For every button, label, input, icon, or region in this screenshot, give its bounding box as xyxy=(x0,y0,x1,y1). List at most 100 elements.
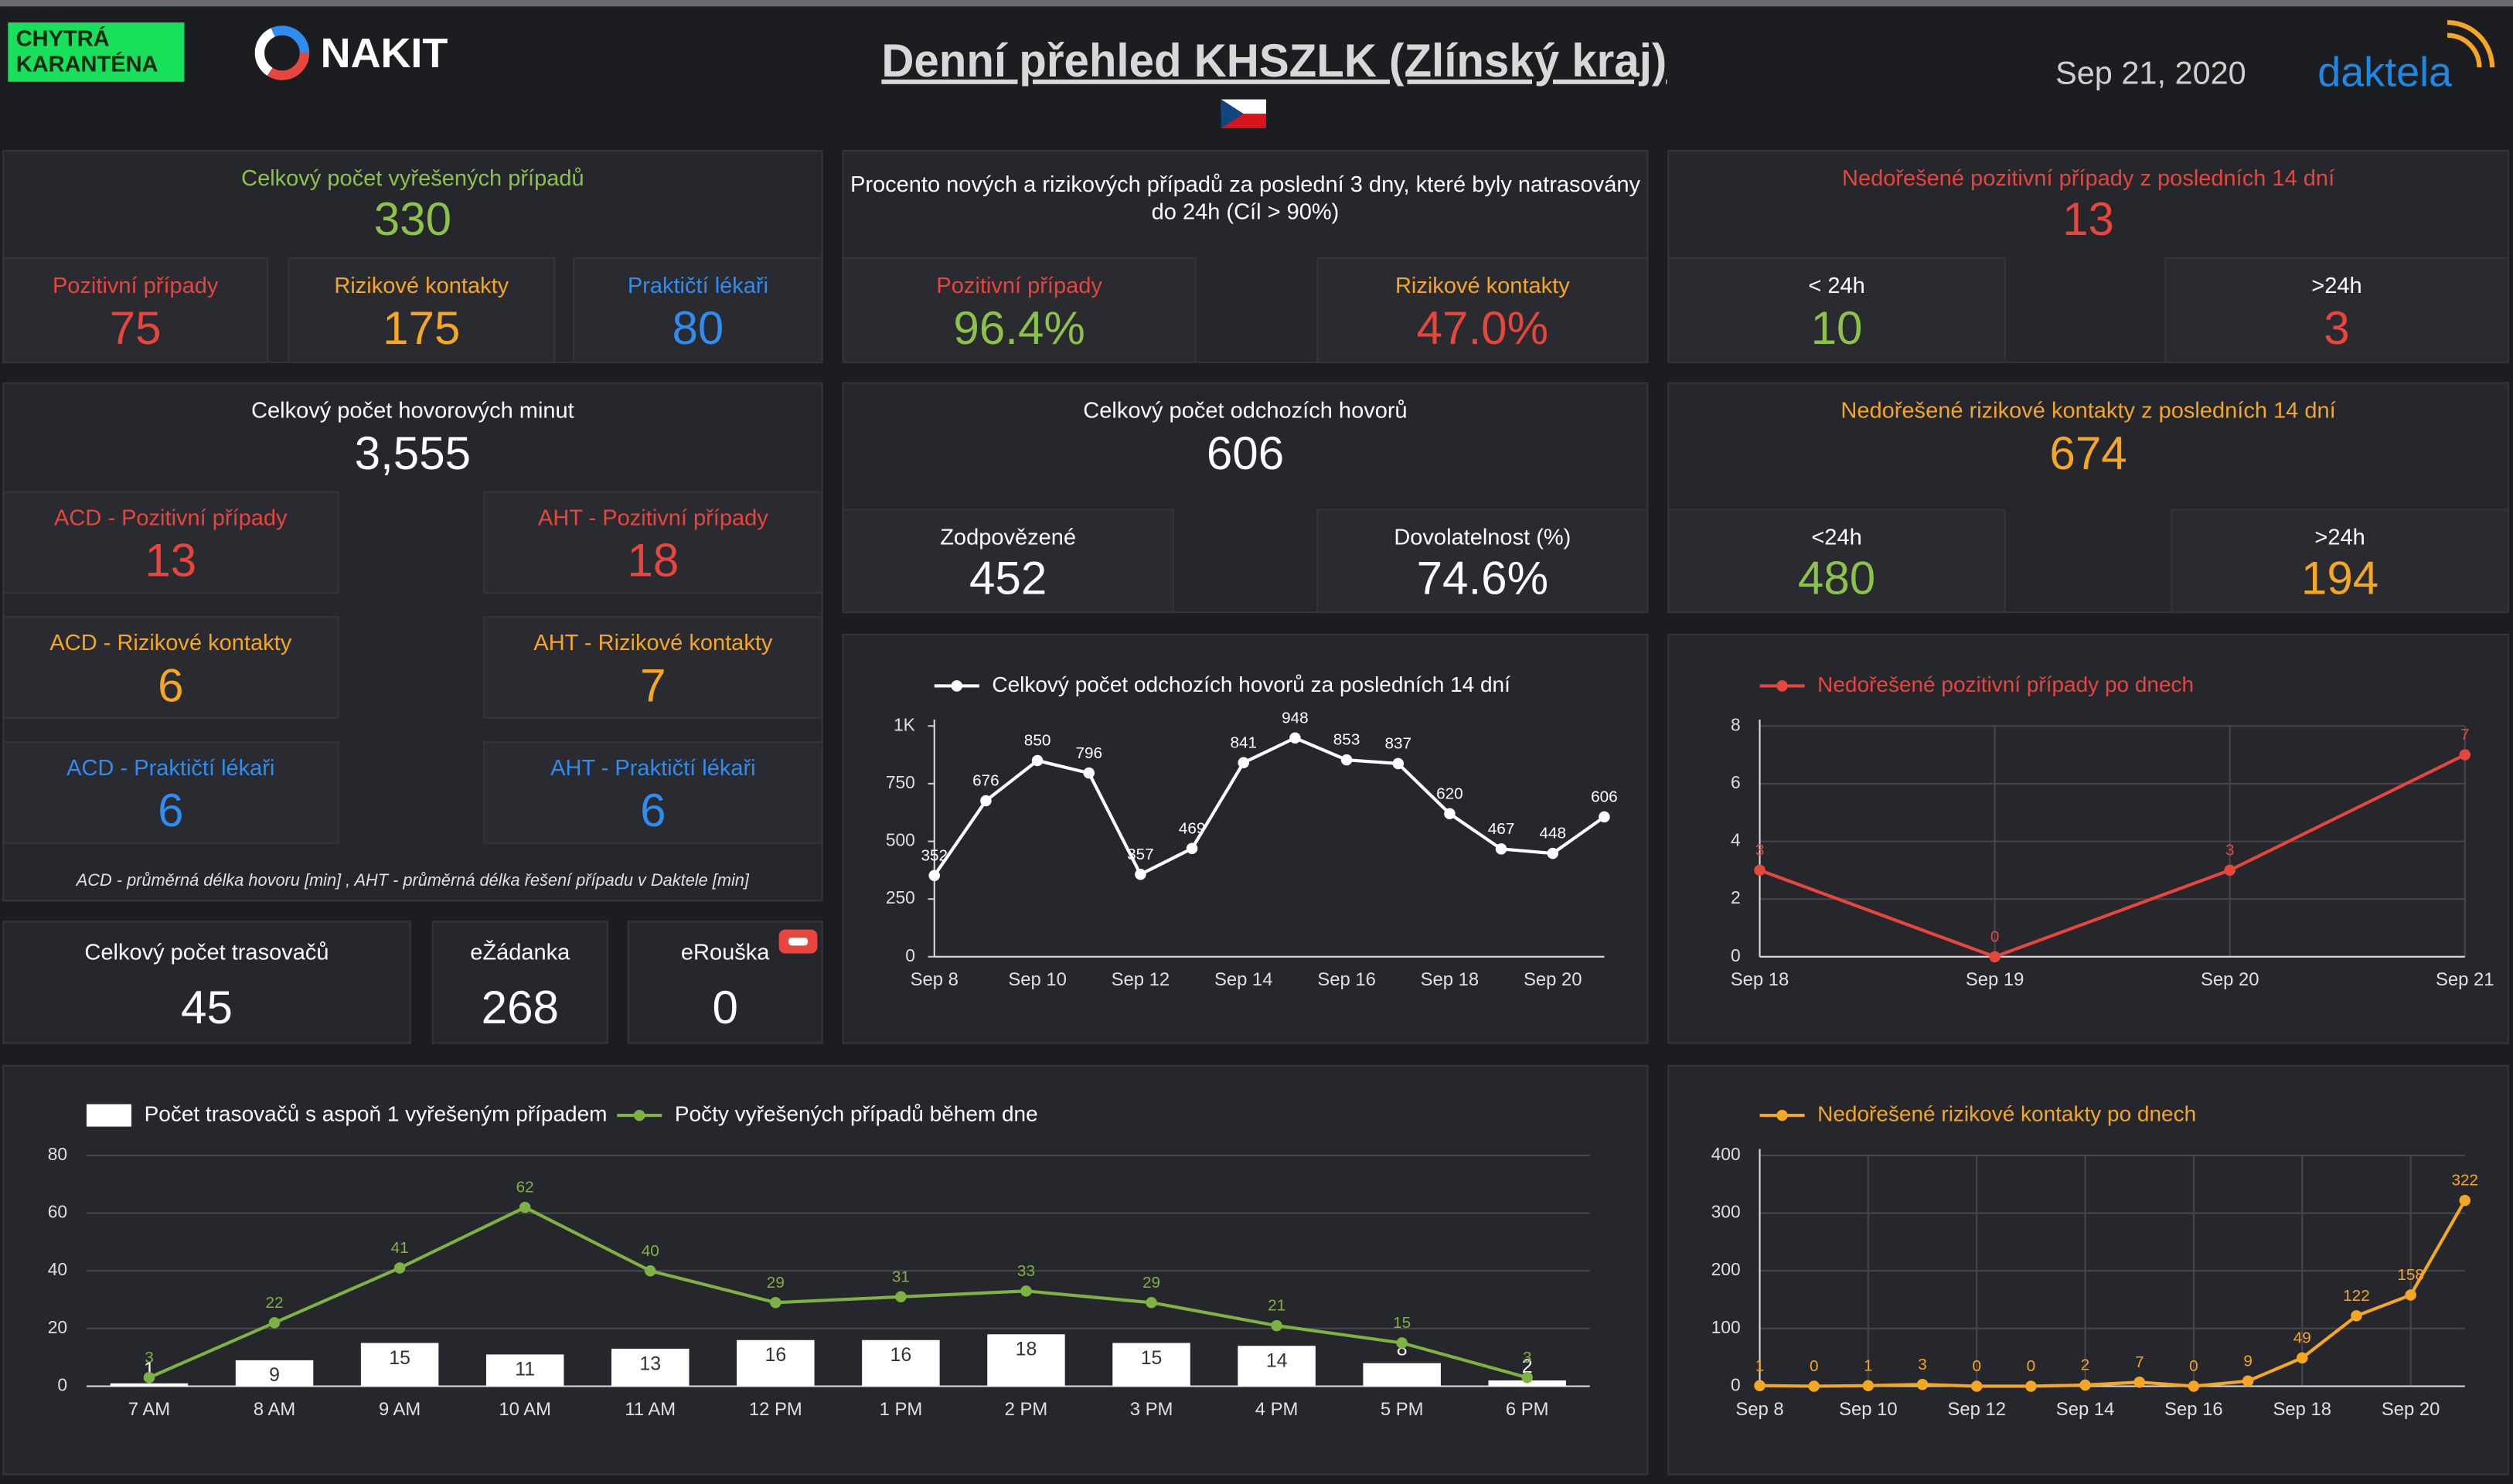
x-tick-label: 11 AM xyxy=(625,1399,676,1420)
y-tick-label: 0 xyxy=(905,945,915,965)
x-tick-label: Sep 10 xyxy=(1008,969,1067,990)
x-tick-label: 6 PM xyxy=(1506,1399,1549,1420)
data-label: 1 xyxy=(1864,1356,1873,1374)
kpi-label: eŽádanka xyxy=(470,939,570,965)
kpi-tile xyxy=(2171,509,2509,614)
x-tick-label: 3 PM xyxy=(1130,1399,1173,1420)
kpi-tile xyxy=(1316,509,1649,614)
kpi-label: >24h xyxy=(2311,274,2361,298)
kpi-value: 18 xyxy=(627,535,679,587)
panel-title: Procento nových a rizikových případů za … xyxy=(850,172,1640,197)
kpi-value: 47.0% xyxy=(1417,302,1548,354)
brand-icon xyxy=(254,26,310,80)
x-tick-label: Sep 16 xyxy=(1317,969,1376,990)
y-tick-label: 300 xyxy=(1711,1202,1741,1222)
kpi-label: Praktičtí lékaři xyxy=(628,274,768,298)
data-label: 0 xyxy=(1990,928,2000,945)
kpi-value: 13 xyxy=(145,535,196,587)
data-label: 9 xyxy=(269,1364,280,1386)
series-line xyxy=(933,736,1606,877)
data-label: 9 xyxy=(2243,1352,2253,1370)
kpi-value: 194 xyxy=(2301,553,2378,604)
data-label: 14 xyxy=(1266,1350,1288,1372)
data-label: 7 xyxy=(2460,726,2470,744)
x-tick-label: 12 PM xyxy=(749,1399,802,1420)
kpi-label: Zodpovězené xyxy=(940,525,1076,550)
point xyxy=(2242,1375,2254,1387)
y-tick-label: 20 xyxy=(48,1317,67,1337)
legend-swatch xyxy=(1776,680,1788,692)
point xyxy=(2133,1377,2146,1388)
point xyxy=(645,1264,656,1277)
kpi-value: 3 xyxy=(2324,302,2349,354)
data-label: 606 xyxy=(1591,788,1618,805)
x-tick-label: 4 PM xyxy=(1255,1399,1299,1420)
kpi-value: 74.6% xyxy=(1417,553,1548,604)
legend-swatch xyxy=(634,1109,645,1122)
data-label: 13 xyxy=(639,1353,661,1374)
x-tick-label: Sep 20 xyxy=(2201,969,2259,990)
point xyxy=(143,1372,155,1384)
point xyxy=(1521,1372,1533,1384)
x-tick-label: Sep 19 xyxy=(1966,969,2024,990)
point xyxy=(393,1262,406,1274)
point xyxy=(2025,1380,2037,1392)
point xyxy=(1020,1285,1032,1297)
point xyxy=(1495,843,1507,855)
panel-value: 674 xyxy=(2049,427,2127,479)
flag-part xyxy=(1221,99,1244,128)
y-tick-label: 0 xyxy=(1731,945,1741,965)
bar xyxy=(1238,1346,1316,1387)
bar xyxy=(1112,1343,1190,1387)
panel-value: 606 xyxy=(1207,427,1284,479)
logo-box xyxy=(8,22,185,82)
point xyxy=(1271,1319,1282,1332)
kpi-label: AHT - Praktičtí lékaři xyxy=(550,756,756,781)
data-label: 3 xyxy=(145,1349,154,1367)
point xyxy=(1444,808,1456,819)
data-label: 0 xyxy=(1810,1357,1819,1375)
brand: NAKIT xyxy=(321,30,448,77)
bar xyxy=(235,1360,314,1387)
x-tick-label: 5 PM xyxy=(1381,1399,1424,1420)
y-tick-label: 1K xyxy=(894,714,915,734)
data-label: 837 xyxy=(1384,735,1411,753)
x-tick-label: 2 PM xyxy=(1005,1399,1048,1420)
data-label: 31 xyxy=(892,1268,910,1285)
point xyxy=(1340,754,1353,766)
data-label: 3 xyxy=(1523,1349,1532,1367)
x-tick-label: 10 AM xyxy=(499,1399,551,1420)
y-tick-label: 400 xyxy=(1711,1144,1741,1164)
point xyxy=(1238,757,1250,768)
chart-panel xyxy=(842,634,1649,1044)
point xyxy=(2405,1289,2416,1301)
data-label: 352 xyxy=(921,846,948,864)
data-label: 469 xyxy=(1179,819,1206,837)
kpi-label: Pozitivní případy xyxy=(53,274,219,298)
x-tick-label: Sep 8 xyxy=(911,969,959,990)
flag xyxy=(1221,99,1266,128)
point xyxy=(1186,842,1198,855)
panel-value: 3,555 xyxy=(355,427,471,479)
x-tick-label: Sep 18 xyxy=(2273,1399,2332,1420)
point xyxy=(2224,864,2235,876)
data-label: 948 xyxy=(1282,709,1309,727)
x-tick-label: 1 PM xyxy=(880,1399,923,1420)
data-label: 49 xyxy=(2293,1329,2311,1346)
x-tick-label: Sep 20 xyxy=(1524,969,1582,990)
point xyxy=(1547,847,1559,859)
date: Sep 21, 2020 xyxy=(2055,54,2246,90)
point xyxy=(1970,1380,1983,1392)
legend-swatch xyxy=(1776,1109,1788,1122)
kpi-label: >24h xyxy=(2314,525,2365,550)
kpi-label: Dovolatelnost (%) xyxy=(1394,525,1571,550)
data-label: 676 xyxy=(972,772,999,790)
bar xyxy=(987,1334,1065,1387)
y-tick-label: 0 xyxy=(1731,1374,1741,1394)
legend-label: Počet trasovačů s aspoň 1 vyřešeným příp… xyxy=(145,1101,608,1125)
x-tick-label: Sep 20 xyxy=(2382,1399,2440,1420)
panel-title: do 24h (Cíl > 90%) xyxy=(1152,199,1340,224)
y-tick-label: 60 xyxy=(48,1202,67,1222)
bar xyxy=(485,1354,564,1387)
data-label: 3 xyxy=(2225,841,2235,859)
